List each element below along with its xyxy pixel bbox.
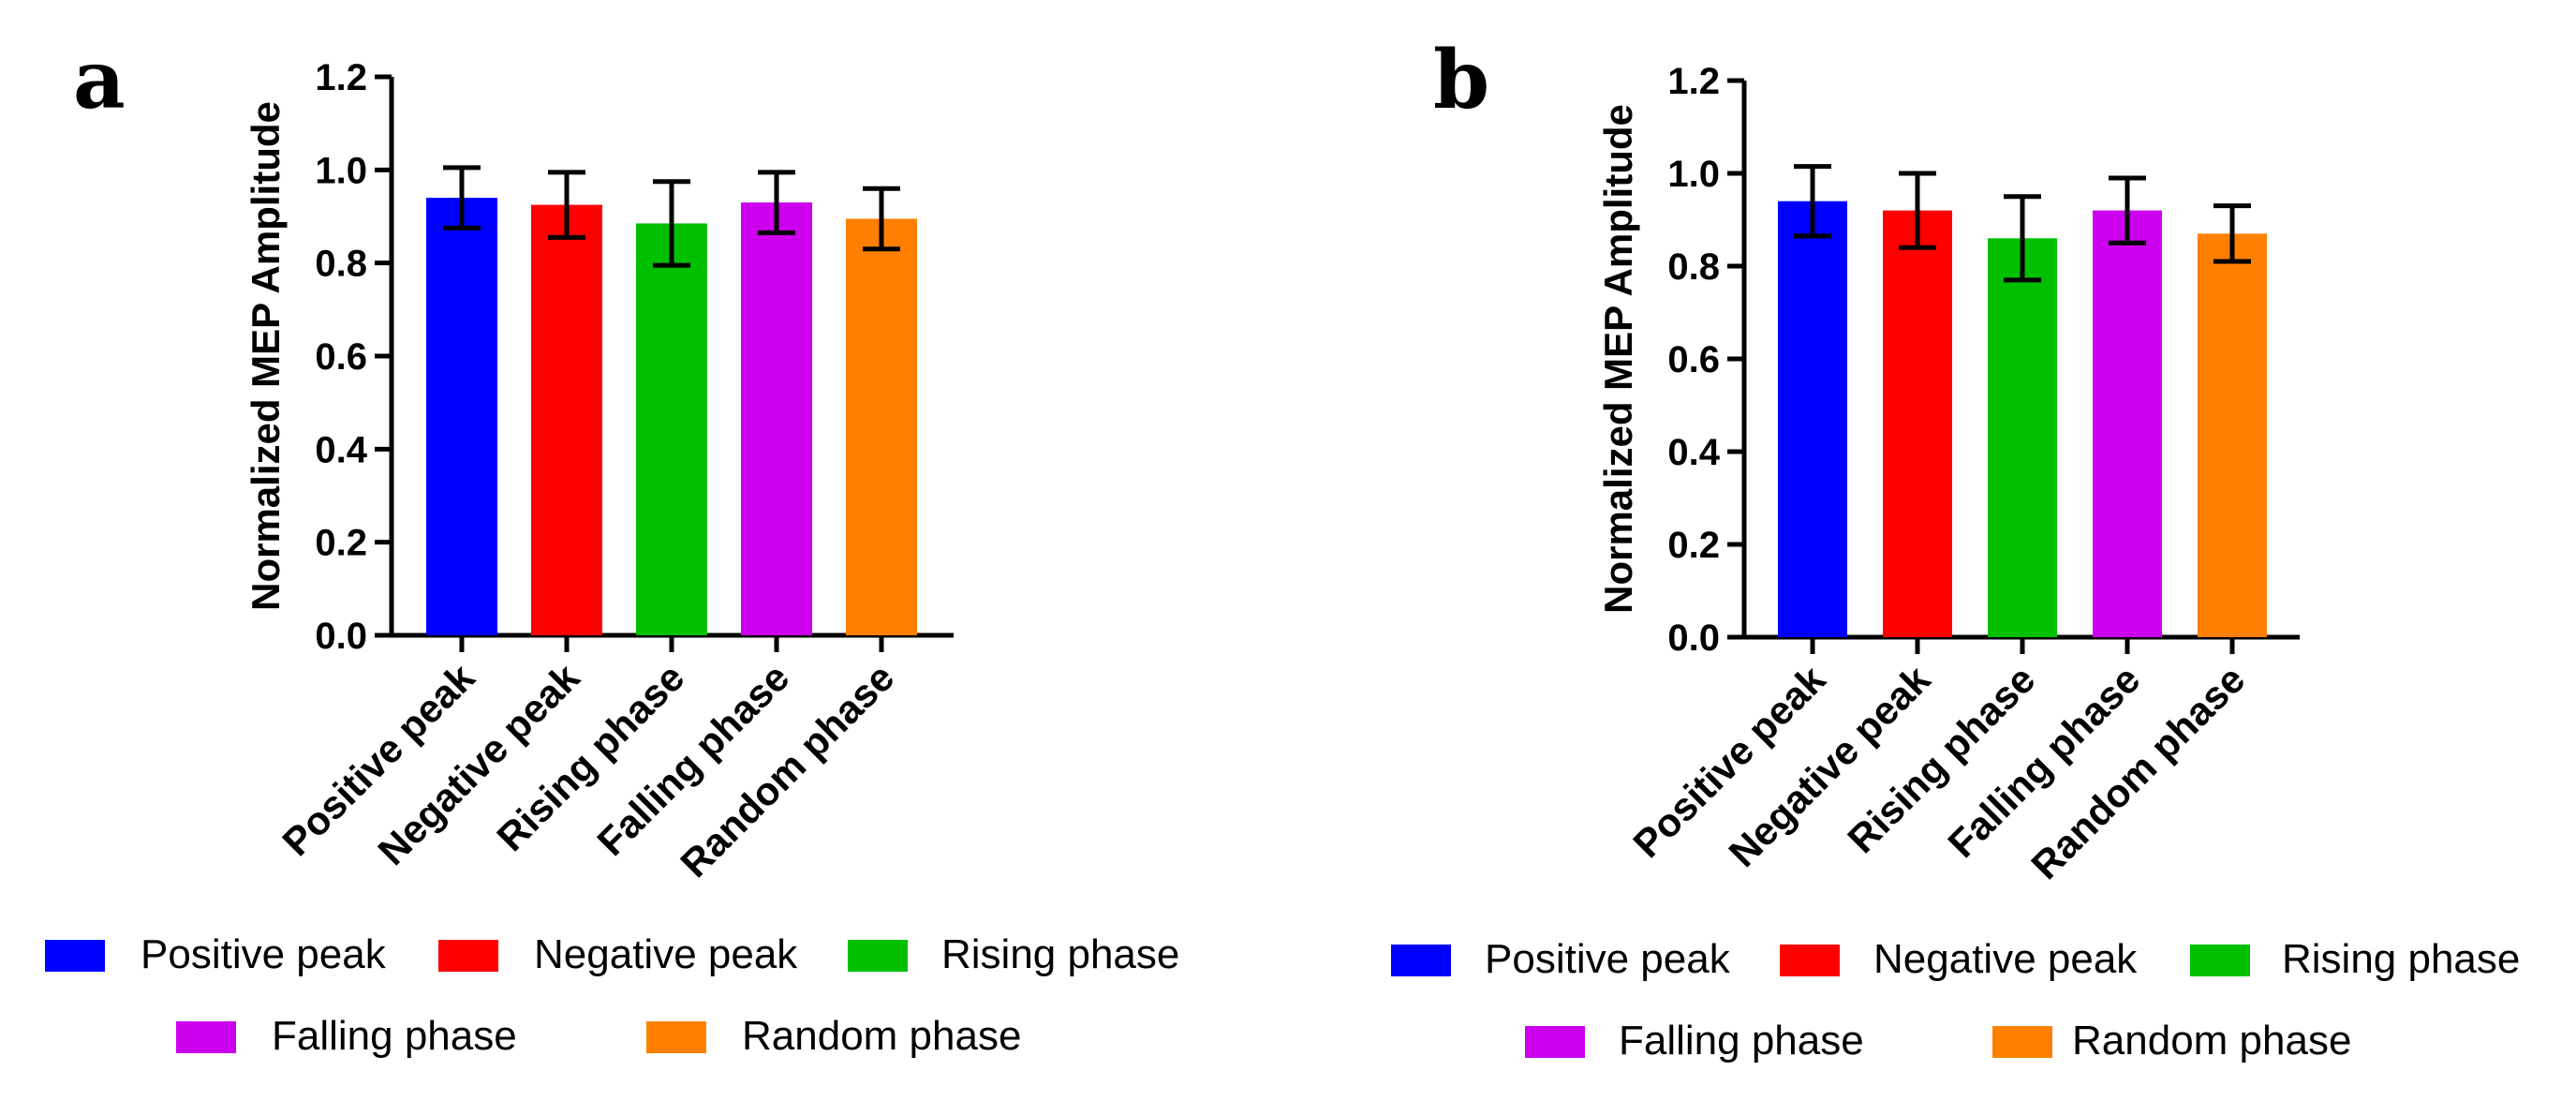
x-tick-label: Rising phase	[1839, 657, 2043, 861]
y-tick-label: 0.4	[1667, 432, 1720, 473]
legend-label: Rising phase	[941, 931, 1179, 977]
legend: Positive peak Negative peak Rising phase Fa…	[45, 931, 1179, 1059]
legend-swatch	[848, 940, 908, 972]
y-tick-label: 1.0	[315, 150, 367, 191]
y-tick-label: 0.6	[315, 336, 367, 378]
chart-panel-a: a Normalized MEP Amplitude 0.0 0.2 0.4 0.6 0.8…	[45, 33, 1179, 1059]
bar-random-phase	[846, 218, 917, 635]
legend-swatch	[1992, 1026, 2052, 1058]
y-tick-label: 0.0	[1667, 617, 1720, 659]
bar-positive-peak	[426, 198, 497, 635]
legend-swatch	[45, 940, 105, 972]
legend-label: Positive peak	[1485, 936, 1731, 982]
y-tick-label: 0.8	[1667, 246, 1720, 288]
legend-label: Negative peak	[534, 931, 798, 977]
y-tick-label: 0.2	[315, 523, 367, 564]
y-tick-label: 0.4	[315, 429, 367, 470]
y-tick-label: 0.0	[315, 616, 367, 657]
legend-swatch	[438, 940, 498, 972]
bar-negative-peak	[531, 204, 602, 636]
y-tick-label: 0.6	[1667, 339, 1720, 380]
legend-swatch	[176, 1021, 236, 1053]
bar-falling-phase	[741, 202, 812, 635]
legend-label: Falling phase	[272, 1013, 517, 1059]
panel-letter: a	[73, 33, 126, 127]
bar-random-phase	[2198, 233, 2267, 637]
bar-falling-phase	[2093, 210, 2162, 637]
y-axis-title: Normalized MEP Amplitude	[244, 101, 288, 611]
legend-label: Random phase	[742, 1013, 1021, 1059]
bar-negative-peak	[1883, 210, 1952, 637]
legend-label: Positive peak	[141, 931, 387, 977]
legend-swatch	[1525, 1026, 1585, 1058]
y-tick-label: 0.2	[1667, 525, 1720, 566]
x-tick-label: Rising phase	[488, 655, 692, 859]
legend-label: Falling phase	[1619, 1018, 1864, 1064]
y-tick-label: 1.2	[1667, 61, 1720, 102]
bar-positive-peak	[1778, 201, 1847, 637]
y-axis-title: Normalized MEP Amplitude	[1596, 104, 1640, 614]
legend-swatch	[646, 1021, 706, 1053]
y-tick-label: 0.8	[315, 244, 367, 285]
chart-panel-b: b Normalized MEP Amplitude 0.0 0.2 0.4 0.6 0.8…	[1391, 33, 2520, 1064]
y-tick-label: 1.0	[1667, 154, 1720, 195]
y-tick-label: 1.2	[315, 57, 367, 98]
panel-letter: b	[1433, 33, 1489, 127]
legend-swatch	[1391, 945, 1451, 976]
bar-rising-phase	[1988, 238, 2057, 638]
legend: Positive peak Negative peak Rising phase Fa…	[1391, 936, 2520, 1064]
legend-swatch	[1780, 945, 1840, 976]
legend-label: Random phase	[2072, 1018, 2351, 1064]
bar-rising-phase	[636, 223, 707, 635]
legend-label: Negative peak	[1873, 936, 2138, 982]
legend-swatch	[2190, 945, 2250, 976]
legend-label: Rising phase	[2282, 936, 2520, 982]
